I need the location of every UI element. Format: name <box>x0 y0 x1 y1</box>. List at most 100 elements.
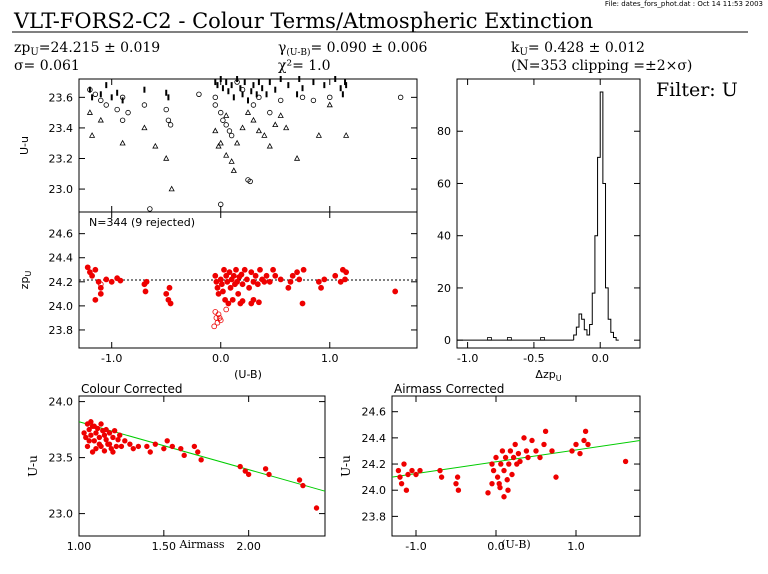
data-point <box>299 300 306 307</box>
data-point-circle <box>220 117 226 123</box>
data-point-rejected <box>223 306 229 313</box>
data-point-strip <box>274 86 277 93</box>
top-scatter-ytick-label: 23.4 <box>49 122 74 135</box>
data-point-circle <box>92 91 99 97</box>
data-point-strip <box>247 97 249 104</box>
airmass-corrected-xtick-label: 1.0 <box>567 540 585 553</box>
data-point <box>263 272 270 279</box>
data-point <box>549 448 555 454</box>
data-point <box>218 281 225 288</box>
data-point-circle <box>163 106 169 113</box>
data-point <box>88 419 94 425</box>
data-point <box>494 474 501 480</box>
data-point <box>215 290 222 297</box>
data-point <box>220 288 226 295</box>
data-point-strip <box>339 85 342 92</box>
zp-ylabel-sub: U <box>24 271 33 277</box>
data-point <box>413 471 419 478</box>
data-point <box>103 276 110 283</box>
data-point-circle <box>247 178 253 185</box>
data-point <box>110 434 116 441</box>
data-point <box>501 467 507 474</box>
data-point-circle <box>223 122 229 128</box>
data-point <box>248 269 255 276</box>
airmass-corrected-title: Airmass Corrected <box>394 382 504 396</box>
data-point <box>398 480 405 487</box>
zp-scatter-ytick-label: 24.2 <box>49 276 74 289</box>
histogram-ytick-label: 60 <box>437 177 451 190</box>
data-point <box>84 443 91 450</box>
gamma-text: γ(U-B)= 0.090 ± 0.006 <box>278 40 428 58</box>
data-point <box>103 426 109 433</box>
data-point-circle <box>299 94 306 101</box>
data-point <box>98 421 104 427</box>
data-point <box>235 290 242 297</box>
colour-corrected-ylabel: U-u <box>26 455 40 477</box>
data-point <box>533 448 539 454</box>
data-point-strip <box>121 97 124 104</box>
histogram-ytick-label: 40 <box>437 230 451 243</box>
data-point <box>250 278 257 285</box>
zp-ylabel: zpU <box>18 271 33 290</box>
data-point <box>147 449 153 455</box>
data-point <box>409 467 415 474</box>
data-point <box>577 450 583 457</box>
data-point-strip <box>268 79 271 86</box>
data-point <box>266 278 273 285</box>
data-point <box>515 450 522 457</box>
data-point-strip <box>298 76 301 82</box>
data-point-strip <box>252 82 255 89</box>
data-point-circle <box>103 102 109 108</box>
data-point <box>101 448 108 454</box>
zp-scatter-ytick-label: 24.4 <box>49 252 74 265</box>
data-point <box>256 299 262 306</box>
data-point <box>88 432 94 438</box>
data-point-triangle <box>293 155 301 161</box>
data-point-strip <box>167 94 170 101</box>
data-point <box>257 266 263 273</box>
data-point-triangle <box>261 132 268 138</box>
data-point <box>89 272 95 279</box>
data-point <box>110 449 116 455</box>
airmass-corrected-ytick-label: 24.4 <box>362 432 387 445</box>
data-point <box>86 426 92 433</box>
data-point-circle <box>278 97 284 104</box>
data-point <box>285 284 292 291</box>
data-point <box>246 284 252 291</box>
data-point <box>438 474 445 480</box>
data-point <box>169 443 176 450</box>
data-point <box>497 484 503 491</box>
data-point-strip <box>116 89 119 96</box>
zp-scatter-ytick-label: 23.8 <box>49 324 74 337</box>
data-point-strip <box>232 94 235 101</box>
file-note: File: dates_fors_phot.dat : Oct 14 11:53… <box>605 0 763 8</box>
data-point <box>502 454 509 461</box>
data-point <box>96 434 103 441</box>
data-point <box>163 290 170 297</box>
data-point <box>392 288 399 295</box>
data-point <box>509 471 515 478</box>
zp-text: zpU=24.215 ± 0.019 <box>14 40 160 58</box>
data-point-triangle <box>215 142 222 149</box>
data-point-strip <box>165 89 168 96</box>
data-point-circle <box>234 79 240 85</box>
histogram-xlabel: ΔzpU <box>535 368 561 383</box>
data-point-strip <box>105 82 108 89</box>
data-point-circle <box>87 87 93 93</box>
data-point <box>213 278 220 285</box>
data-point <box>245 471 252 478</box>
data-point <box>417 467 423 474</box>
top-scatter-ytick-label: 23.2 <box>49 152 74 165</box>
data-point <box>453 480 459 487</box>
data-point <box>332 272 339 279</box>
data-point-triangle <box>266 142 273 149</box>
data-point-strip <box>257 79 260 86</box>
data-point <box>178 445 184 452</box>
data-point <box>553 474 559 480</box>
data-point-strip <box>243 79 246 86</box>
data-point <box>191 443 198 450</box>
data-point <box>93 445 99 452</box>
data-point <box>198 457 204 463</box>
airmass-corrected-ytick-label: 24.6 <box>362 406 387 419</box>
data-point <box>397 474 403 480</box>
